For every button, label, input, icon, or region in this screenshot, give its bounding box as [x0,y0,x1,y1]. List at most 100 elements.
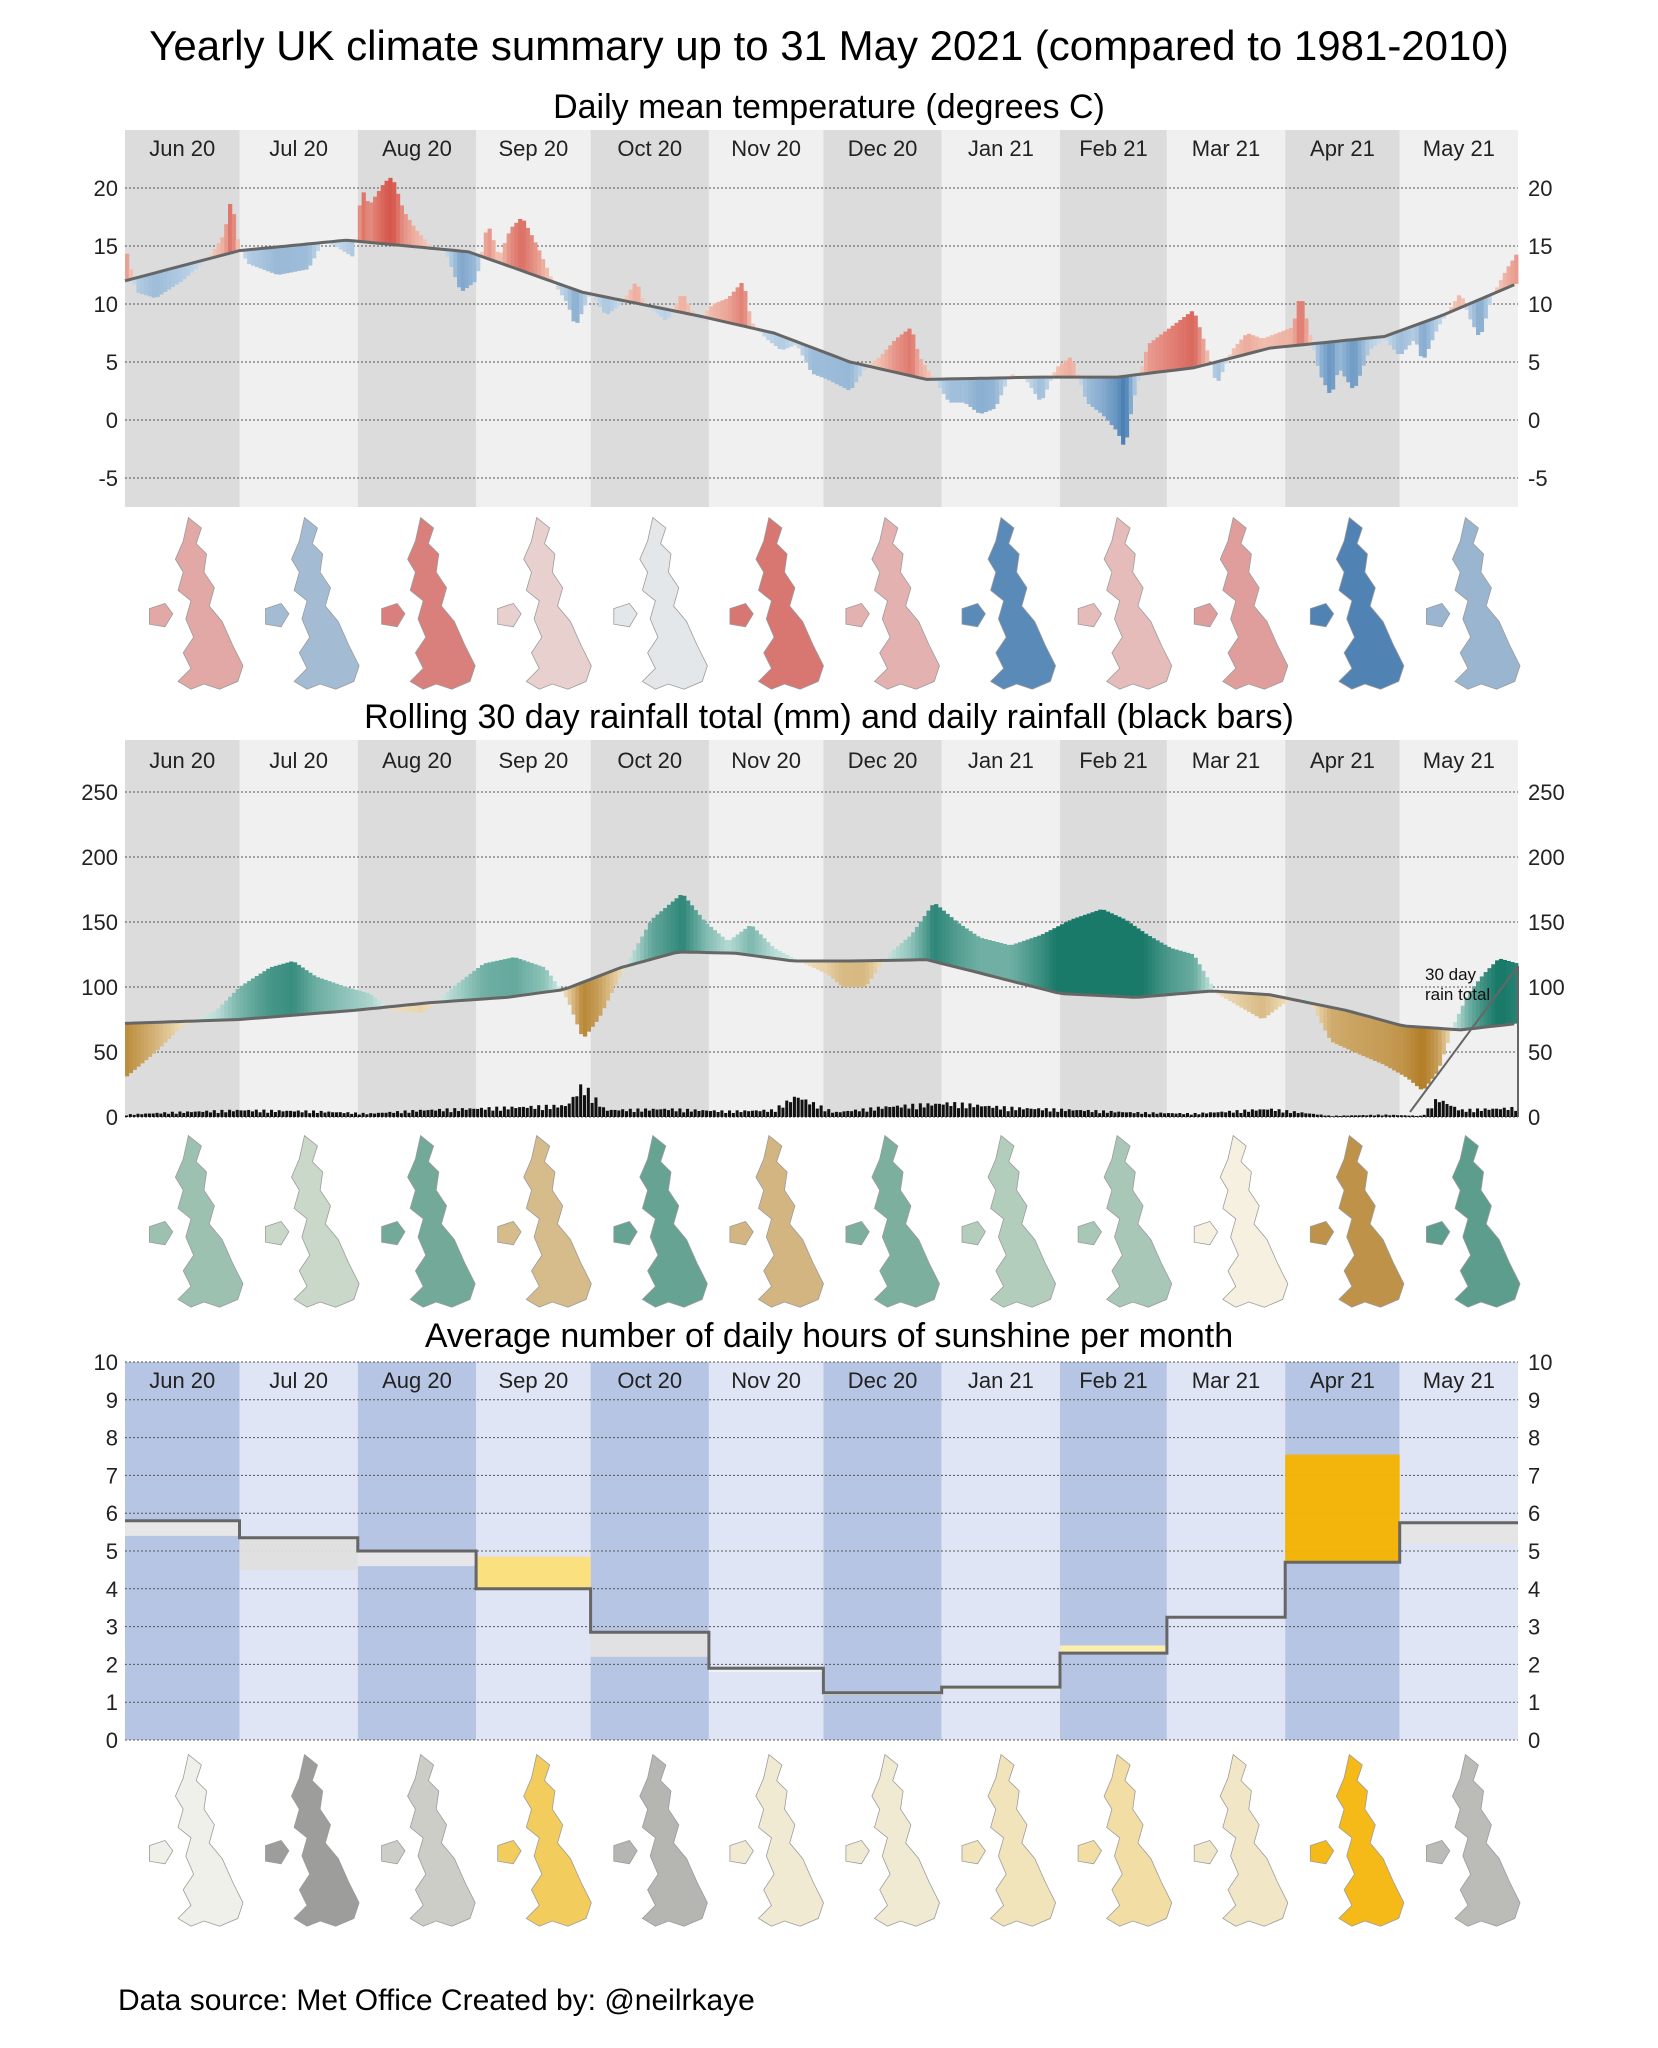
daily-temp-bar [808,346,813,370]
daily-rain-bar [1479,1110,1483,1117]
daily-temp-bar [270,247,275,273]
rolling-rain-bar [1128,923,1133,998]
rolling-rain-bar [819,961,824,972]
daily-rain-bar [392,1112,396,1117]
daily-temp-bar [1247,333,1252,354]
daily-temp-bar [632,283,637,303]
rolling-rain-bar [804,961,809,965]
rolling-rain-bar [125,1023,130,1077]
rolling-rain-bar [342,986,347,1012]
rolling-rain-bar [1121,918,1126,997]
daily-temp-bar [1300,301,1305,345]
daily-rain-bar [1037,1108,1041,1117]
daily-temp-bar [186,264,191,276]
daily-rain-bar [445,1108,449,1117]
rolling-rain-bar [235,988,240,1020]
rolling-rain-bar [701,919,706,953]
y-tick-label: 0 [106,408,118,433]
daily-temp-bar [1361,338,1366,366]
daily-rain-bar [1388,1115,1392,1117]
daily-temp-bar [1392,333,1397,350]
temperature-map [1309,516,1405,690]
daily-rain-bar [613,1109,617,1117]
daily-rain-bar [1327,1115,1331,1117]
daily-rain-bar [976,1104,980,1117]
daily-rain-bar [811,1102,816,1117]
month-band [1060,130,1167,507]
month-band [476,740,591,1117]
daily-rain-bar [144,1113,148,1117]
month-label: Oct 20 [617,748,682,773]
daily-temp-bar [727,296,733,323]
great-britain-shape [1335,1134,1405,1308]
y-tick-label: 10 [94,1350,118,1375]
rolling-rain-bar [281,963,286,1017]
rolling-rain-bar [289,961,294,1016]
rolling-rain-bar [476,967,481,1000]
daily-rain-bar [1136,1112,1140,1117]
y-tick-label: 10 [1528,292,1552,317]
y-tick-label: 150 [1528,910,1565,935]
northern-ireland-shape [845,1220,870,1246]
daily-rain-bar [983,1106,987,1117]
daily-temp-bar [1254,336,1259,352]
rolling-rain-bar [1247,993,1252,1012]
rolling-rain-bar [231,992,237,1020]
daily-temp-bar [1258,338,1263,351]
rolling-rain-bar [1018,942,1023,984]
daily-temp-bar [1044,377,1049,390]
great-britain-shape [1219,1134,1289,1308]
northern-ireland-shape [961,602,986,628]
daily-rain-bar [174,1113,178,1117]
rolling-rain-bar [632,950,637,964]
daily-rain-bar [1449,1105,1453,1117]
great-britain-shape [1451,1753,1521,1927]
rolling-rain-bar [128,1023,134,1074]
daily-temp-bar [1395,331,1401,355]
rolling-rain-bar [1235,992,1240,1006]
daily-rain-bar [1113,1112,1117,1117]
daily-temp-bar [1155,337,1160,373]
rolling-rain-bar [1010,944,1015,982]
daily-rain-bar [1132,1113,1136,1117]
rolling-rain-bar [1254,993,1259,1017]
y-tick-label: 8 [1528,1426,1540,1451]
rolling-rain-bar [159,1022,164,1047]
great-britain-shape [871,1753,940,1927]
rolling-rain-bar [850,960,855,987]
daily-temp-bar [277,246,282,275]
daily-temp-bar [926,370,931,380]
daily-temp-bar [479,251,485,257]
daily-temp-bar [403,214,408,246]
rolling-rain-bar [1456,1013,1462,1030]
rolling-rain-bar [525,961,530,995]
rolling-rain-bar [1422,1027,1427,1089]
northern-ireland-shape [1426,602,1451,628]
rolling-rain-bar [1082,914,1088,995]
daily-rain-bar [781,1107,785,1117]
daily-temp-bar [1212,362,1217,378]
rolling-rain-bar [1323,1006,1328,1031]
y-tick-label: 3 [106,1615,118,1640]
daily-rain-bar [850,1111,854,1117]
daily-temp-bar [636,286,641,304]
rolling-rain-bar [361,991,366,1010]
rolling-rain-bar [1140,931,1145,997]
rolling-rain-bar [518,959,523,996]
great-britain-shape [291,516,360,690]
daily-temp-bar [350,240,355,257]
rolling-rain-bar [499,959,504,998]
rolling-rain-bar [1075,917,1080,995]
daily-rain-bar [1304,1113,1308,1117]
month-band [357,740,477,1117]
northern-ireland-shape [1193,1220,1219,1246]
month-label: Aug 20 [382,1368,452,1393]
great-britain-shape [987,1134,1057,1308]
daily-rain-bar [1109,1110,1113,1117]
rolling-rain-bar [842,961,847,987]
daily-temp-bar [1510,260,1515,286]
rolling-rain-bar [727,940,733,954]
daily-rain-bar [457,1111,461,1117]
daily-rain-bar [1170,1113,1174,1117]
rolling-rain-bar [300,967,305,1015]
